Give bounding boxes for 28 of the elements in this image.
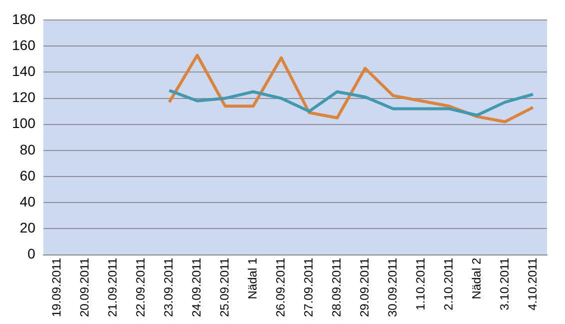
x-tick-label: 23.09.2011 <box>162 258 176 318</box>
x-tick-label: 22.09.2011 <box>134 258 148 318</box>
y-tick-label: 20 <box>20 220 36 236</box>
x-tick-label: 30.09.2011 <box>385 258 400 318</box>
x-tick-label: 20.09.2011 <box>78 258 92 318</box>
x-tick-label: 26.09.2011 <box>274 258 288 318</box>
x-tick-label: 25.09.2011 <box>218 258 232 318</box>
y-tick-label: 100 <box>12 115 36 132</box>
x-tick-label: Nädal 1 <box>246 258 260 300</box>
y-tick-label: 80 <box>20 141 36 158</box>
x-tick-label: 4.10.2011 <box>525 258 540 310</box>
x-tick-label: Nädal 2 <box>469 258 484 300</box>
x-tick-label: 19.09.2011 <box>50 258 64 318</box>
y-tick-label: 120 <box>12 89 36 106</box>
x-tick-label: 24.09.2011 <box>190 258 204 318</box>
x-tick-label: 28.09.2011 <box>329 258 344 318</box>
y-tick-label: 140 <box>12 63 36 80</box>
x-tick-label: 3.10.2011 <box>497 258 512 310</box>
y-tick-label: 60 <box>20 167 36 184</box>
x-tick-label: 29.09.2011 <box>357 258 372 318</box>
x-tick-label: 27.09.2011 <box>301 258 316 318</box>
y-tick-label: 0 <box>28 246 36 262</box>
x-tick-label: 2.10.2011 <box>441 258 456 310</box>
y-tick-label: 180 <box>12 10 36 27</box>
y-tick-label: 160 <box>12 36 36 53</box>
x-tick-label: 1.10.2011 <box>413 258 428 310</box>
x-tick-label: 21.09.2011 <box>106 258 120 318</box>
y-tick-label: 40 <box>20 194 36 210</box>
